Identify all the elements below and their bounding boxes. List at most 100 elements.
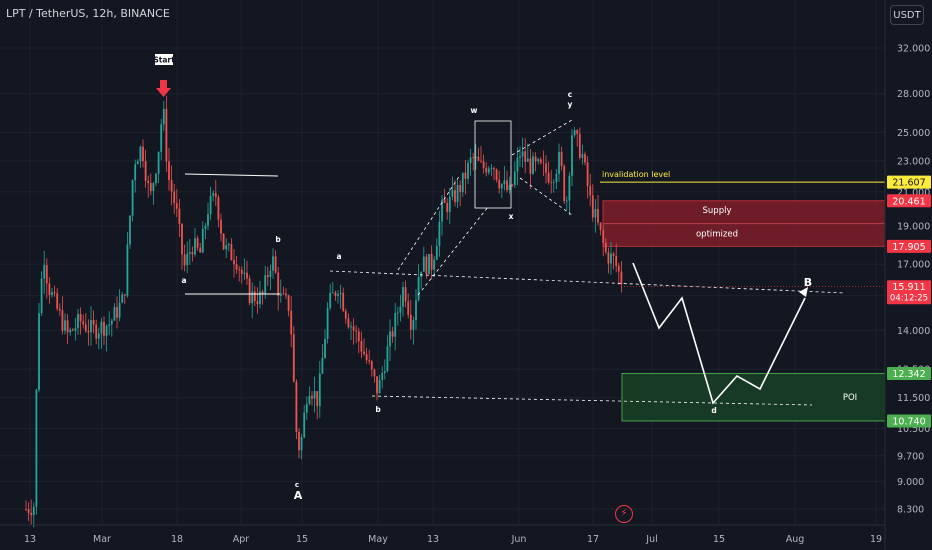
candle-body	[110, 320, 113, 325]
candle-body	[565, 200, 568, 202]
chart-title: LPT / TetherUS, 12h, BINANCE	[6, 7, 170, 20]
candle-body	[82, 321, 85, 325]
candle-body	[303, 412, 306, 437]
x-tick-label: Apr	[233, 534, 250, 545]
candle-body	[170, 180, 173, 192]
candle-body	[454, 190, 456, 202]
dashed-line	[519, 177, 573, 216]
candle-body	[225, 245, 228, 250]
price-tag-label: 12.342	[892, 369, 925, 380]
candle-body	[266, 275, 269, 278]
projection-path	[632, 262, 806, 405]
grid	[0, 0, 885, 525]
candle-body	[162, 109, 165, 125]
y-tick-label: 23.000	[897, 156, 930, 167]
candle-body	[147, 180, 150, 184]
x-tick-label: Jul	[645, 534, 657, 545]
candle-body	[389, 331, 391, 347]
candle-body	[248, 278, 251, 304]
candle-body	[487, 168, 490, 173]
candle-body	[131, 180, 134, 216]
candle-body	[495, 169, 498, 180]
candle-body	[560, 151, 563, 167]
candle-body	[212, 193, 215, 196]
x-tick-label: 13	[427, 534, 439, 545]
candle-body	[305, 403, 308, 413]
candle-body	[113, 307, 116, 321]
candle-body	[615, 255, 618, 266]
candle-body	[64, 320, 66, 331]
x-tick-label: 15	[713, 534, 725, 545]
candle-body	[45, 265, 48, 284]
candle-body	[563, 166, 566, 202]
candle-body	[240, 269, 243, 274]
candle-body	[425, 256, 428, 275]
x-tick-label: 19	[870, 534, 882, 545]
candle-body	[139, 146, 142, 162]
candle-body	[253, 291, 256, 302]
candle-body	[547, 172, 550, 183]
candle-body	[285, 293, 287, 296]
zones-layer: Supply optimized POI invalidation level	[600, 170, 886, 422]
candle-body	[430, 254, 433, 270]
candle-body	[383, 371, 386, 373]
candle-body	[92, 320, 95, 325]
candles-layer	[25, 95, 623, 528]
candle-body	[58, 308, 61, 311]
candle-body	[576, 130, 579, 134]
candle-body	[503, 180, 506, 185]
candle-body	[316, 391, 319, 407]
candle-body	[238, 269, 241, 271]
y-tick-label: 14.000	[897, 326, 930, 337]
candle-body	[490, 168, 493, 169]
wave-label: y	[568, 100, 573, 109]
candle-body	[118, 302, 121, 318]
candle-body	[199, 247, 202, 253]
price-tag-label: 17.905	[892, 242, 925, 253]
x-tick-label: 15	[296, 534, 308, 545]
candle-body	[321, 357, 324, 374]
candle-body	[181, 223, 183, 255]
candle-body	[87, 330, 90, 333]
candle-body	[165, 109, 168, 162]
y-tick-label: 10.500	[897, 424, 930, 435]
candle-body	[233, 260, 235, 265]
candle-body	[71, 329, 74, 331]
y-tick-label: 19.000	[897, 222, 930, 233]
candle-body	[461, 172, 464, 192]
candle-body	[194, 238, 196, 255]
supply-label: Supply	[703, 206, 732, 216]
lightning-icon[interactable]: ⚡	[615, 505, 633, 523]
candle-body	[381, 372, 384, 380]
candle-body	[204, 225, 207, 229]
candle-body	[298, 431, 300, 451]
candle-body	[539, 159, 542, 163]
candle-body	[578, 133, 581, 158]
time-axis: 13 Mar 18 Apr 15 May 13 Jun 17 Jul 15 Aug 19	[0, 524, 885, 545]
start-label-bg	[155, 54, 173, 65]
candle-body	[126, 244, 129, 296]
candle-body	[121, 294, 124, 303]
candle-body	[589, 185, 592, 196]
currency-button[interactable]: USDT	[890, 5, 924, 25]
x-tick-label: Aug	[786, 534, 805, 545]
y-tick-label: 32.000	[897, 44, 930, 55]
candle-body	[287, 295, 290, 311]
candle-body	[474, 156, 477, 158]
wave-label: a	[181, 276, 186, 285]
optimized-label: optimized	[696, 229, 738, 239]
candle-body	[422, 256, 425, 272]
candle-body	[435, 245, 438, 260]
candle-body	[329, 292, 332, 308]
candle-body	[591, 195, 594, 218]
candle-body	[32, 506, 35, 516]
candle-body	[326, 307, 329, 339]
x-tick-label: Mar	[93, 534, 111, 545]
wave-label: w	[471, 106, 478, 115]
candle-body	[186, 253, 189, 266]
candle-body	[443, 199, 446, 203]
candle-body	[222, 233, 225, 250]
poi-label: POI	[843, 393, 857, 403]
candle-body	[469, 157, 472, 163]
